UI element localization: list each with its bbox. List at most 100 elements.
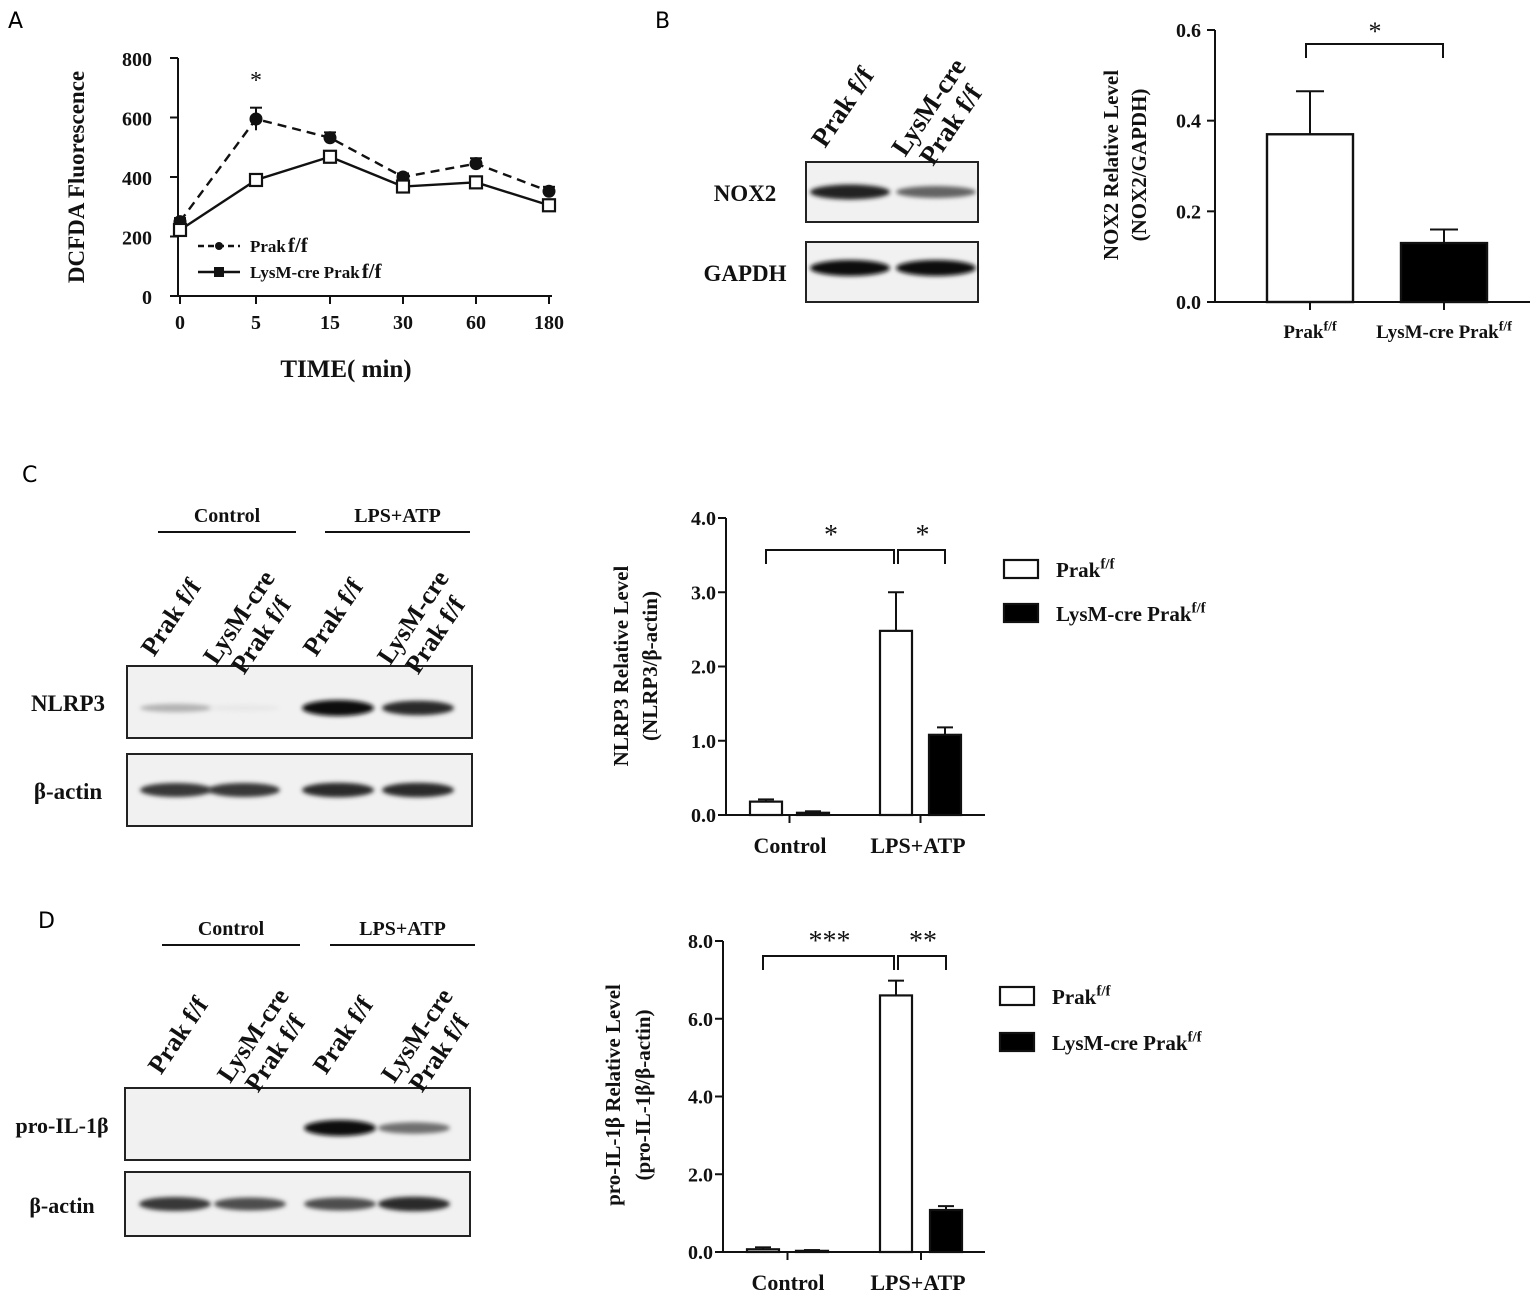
panel-b-bar-chart: 0.0 0.2 0.4 0.6 NOX2 Relative Level (NOX2/GAP… — [1099, 17, 1530, 343]
panel-letter-a: A — [8, 9, 23, 34]
x-tick-label: 30 — [393, 312, 413, 334]
blot-band — [140, 783, 212, 797]
bar — [928, 1208, 964, 1254]
y-tick-label: 0.0 — [1176, 292, 1201, 314]
blot-row-label: GAPDH — [703, 261, 786, 286]
x-tick-label: Control — [752, 1270, 825, 1295]
legend-label-sup: f/f — [362, 259, 383, 283]
data-point — [322, 149, 338, 164]
y-axis-label: NLRP3 Relative Level — [609, 566, 633, 767]
y-tick-label: 200 — [122, 228, 152, 250]
y-tick-label: 400 — [122, 168, 152, 190]
x-tick-label-base: LysM-cre Prak — [1376, 322, 1499, 343]
blot-band — [304, 1197, 376, 1211]
y-tick-label: 0.6 — [1176, 20, 1201, 42]
y-axis-label: DCFDA Fluorescence — [64, 71, 89, 283]
data-point — [323, 131, 337, 145]
data-point — [541, 198, 557, 213]
x-tick-label: 180 — [534, 312, 564, 334]
blot-band — [208, 704, 280, 712]
x-tick-label-sup: f/f — [1323, 319, 1337, 334]
data-point — [172, 222, 188, 238]
y-tick-label: 4.0 — [691, 508, 716, 530]
x-tick-label: 15 — [320, 312, 340, 334]
data-point — [248, 172, 264, 188]
y-tick-label: 6.0 — [688, 1009, 713, 1031]
panel-c-bar-chart: 0.0 1.0 2.0 3.0 4.0 NLRP3 Relative Level (NLRP… — [609, 508, 1207, 858]
legend-label-base: LysM-cre Prak — [1052, 1031, 1188, 1055]
x-tick-label-sup: f/f — [1499, 319, 1513, 334]
significance-star: ** — [909, 926, 937, 957]
data-point — [249, 112, 263, 126]
significance-star: * — [824, 520, 838, 551]
y-tick-label: 4.0 — [688, 1087, 713, 1109]
blot-row-label: NLRP3 — [31, 691, 105, 716]
significance-star: * — [916, 520, 930, 551]
blot-band — [208, 783, 280, 797]
y-axis-label-2: (NOX2/GAPDH) — [1127, 89, 1151, 242]
panel-d-bar-chart: 0.0 2.0 4.0 6.0 8.0 pro-IL-1β Relative Level(… — [601, 926, 1203, 1295]
blot-band — [302, 700, 374, 716]
bar — [878, 994, 914, 1254]
legend-swatch — [998, 985, 1036, 1007]
legend-label: Prakf/f — [1052, 984, 1111, 1009]
blot-band — [304, 1120, 376, 1136]
blot-group-label: LPS+ATP — [359, 918, 446, 940]
blot-band — [896, 260, 976, 276]
bar — [878, 629, 914, 817]
legend-label-sup: f/f — [1096, 984, 1111, 1000]
y-axis-label-2: (NLRP3/β-actin) — [638, 591, 662, 741]
legend-swatch — [1002, 602, 1040, 624]
data-point — [542, 184, 556, 198]
legend-marker — [214, 267, 224, 277]
blot-lane-label: Prak f/f — [135, 573, 207, 661]
blot-group-label: Control — [194, 505, 261, 527]
y-tick-label: 2.0 — [688, 1164, 713, 1186]
blot-band — [810, 260, 890, 276]
blot-band — [382, 782, 454, 798]
x-tick-label: LysM-cre Prakf/f — [1376, 319, 1512, 343]
y-tick-label: 0.0 — [688, 1242, 713, 1264]
bar — [745, 1248, 781, 1254]
blot-row-label: β-actin — [29, 1193, 94, 1218]
blot-group-label: Control — [198, 918, 265, 940]
legend-label-base: Prak — [250, 237, 286, 256]
y-tick-label: 800 — [122, 49, 152, 71]
blot-band — [214, 1197, 286, 1211]
y-axis-label: NOX2 Relative Level — [1099, 70, 1123, 260]
bar — [1399, 241, 1489, 304]
panel-a-line-chart: 0 200 400 600 800 0 5 15 30 60 180 DCFDA Fluorescen… — [64, 49, 564, 383]
series-line — [179, 117, 550, 223]
legend-label: LysM-cre Prakf/f — [1056, 601, 1207, 626]
blot-lane-label: Prak f/f — [307, 991, 379, 1079]
blot-lane-label: Prak f/f — [297, 573, 369, 661]
y-tick-label: 0.0 — [691, 805, 716, 827]
data-point — [469, 157, 483, 171]
y-tick-label: 1.0 — [691, 731, 716, 753]
series-line — [179, 155, 550, 231]
bar — [927, 733, 963, 817]
significance-star: * — [250, 68, 262, 94]
legend-label: Prakf/f — [250, 233, 309, 257]
y-tick-label: 0.2 — [1176, 201, 1201, 223]
bar — [1265, 133, 1355, 304]
y-tick-label: 3.0 — [691, 582, 716, 604]
x-tick-label-base: Prak — [1283, 322, 1324, 343]
legend-label: Prakf/f — [1056, 557, 1115, 582]
y-tick-label: 0 — [142, 287, 152, 309]
blot-band — [378, 1196, 450, 1212]
blot-row-label: β-actin — [34, 779, 103, 804]
y-tick-label: 0.4 — [1176, 111, 1201, 133]
x-axis-label: TIME( min) — [280, 356, 411, 383]
x-tick-label: 5 — [251, 312, 261, 334]
bar — [748, 800, 784, 817]
significance-bracket — [897, 955, 947, 970]
legend-label-base: LysM-cre Prak — [1056, 602, 1192, 626]
y-axis-label: pro-IL-1β Relative Level — [601, 984, 625, 1206]
x-tick-label: 0 — [175, 312, 185, 334]
blot-band — [382, 700, 454, 716]
blot-band — [810, 184, 890, 200]
blot-band — [302, 782, 374, 798]
